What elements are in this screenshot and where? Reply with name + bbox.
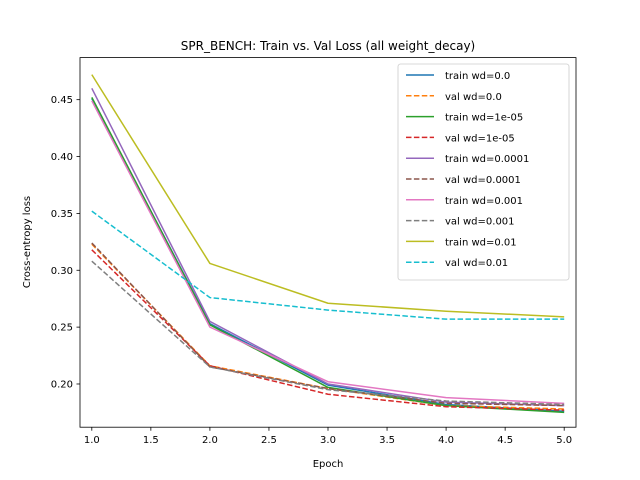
x-tick-label: 5.0 [556,435,572,446]
legend-entry: train wd=0.001 [445,196,523,207]
legend-entry: val wd=0.001 [445,217,515,228]
y-axis-label: Cross-entropy loss [22,196,33,288]
x-tick-label: 2.5 [261,435,277,446]
series-line-7 [91,100,565,405]
legend-entry: val wd=0.0001 [445,175,521,186]
legend-box [397,63,570,281]
chart-title: SPR_BENCH: Train vs. Val Loss (all weigh… [181,39,475,53]
legend-entry: val wd=0.0 [445,92,502,103]
y-tick-label: 0.25 [51,323,73,334]
legend: train wd=0.0 val wd=0.0 train wd=1e-05 val … [397,63,570,281]
x-tick-label: 3.0 [320,435,336,446]
y-tick-label: 0.45 [51,95,73,106]
plot-frame [79,57,577,428]
series-line-9 [91,74,565,318]
x-tick-label: 4.0 [438,435,454,446]
series-line-4 [91,249,565,411]
y-axis: 0.20 0.25 0.30 0.35 0.40 0.45 [51,95,80,390]
legend-entry: val wd=1e-05 [445,133,515,144]
y-tick-label: 0.40 [51,152,73,163]
x-tick-label: 4.5 [497,435,513,446]
x-tick-label: 1.5 [143,435,159,446]
series-line-6 [91,242,565,407]
y-tick-label: 0.30 [51,266,73,277]
series-line-10 [91,210,565,320]
series-line-8 [91,260,565,406]
series-line-5 [91,87,565,407]
x-tick-label: 1.0 [84,435,100,446]
x-tick-label: 3.5 [379,435,395,446]
legend-entry: train wd=1e-05 [445,113,523,124]
x-axis: 1.0 1.5 2.0 2.5 3.0 3.5 4.0 4.5 5.0 [84,427,572,446]
x-axis-label: Epoch [313,459,344,470]
legend-entry: train wd=0.0001 [445,154,529,165]
legend-entry: train wd=0.0 [445,71,510,82]
y-tick-label: 0.35 [51,209,73,220]
y-tick-label: 0.20 [51,379,73,390]
legend-entry: train wd=0.01 [445,237,517,248]
legend-entry: val wd=0.01 [445,258,508,269]
series-lines [91,74,565,414]
x-tick-label: 2.0 [202,435,218,446]
